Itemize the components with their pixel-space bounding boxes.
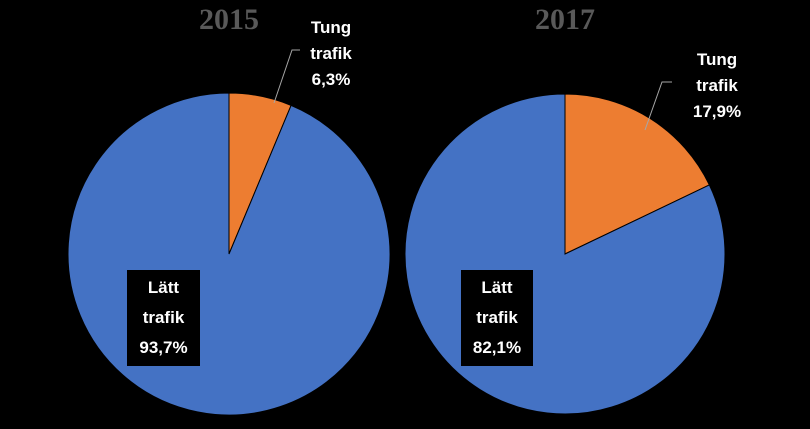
slice-label: Tung trafik 17,9% xyxy=(683,47,751,125)
pie-slice xyxy=(564,93,711,255)
value-label: 6,3% xyxy=(311,70,351,89)
category-label: Lätt trafik xyxy=(142,278,185,327)
slice-label: Lätt trafik 82,1% xyxy=(461,270,533,366)
leader-line xyxy=(644,81,672,131)
value-label: 82,1% xyxy=(472,338,522,357)
value-label: 17,9% xyxy=(692,102,742,121)
category-label: Tung trafik xyxy=(696,50,738,95)
chart-title: 2015 xyxy=(199,3,259,36)
slice-label: Lätt trafik 93,7% xyxy=(127,270,200,366)
slice-label: Tung trafik 6,3% xyxy=(300,15,362,93)
category-label: Lätt trafik xyxy=(476,278,518,327)
chart-title: 2017 xyxy=(535,3,595,36)
pie-slice xyxy=(67,92,391,416)
value-label: 93,7% xyxy=(139,338,188,357)
leader-line xyxy=(273,49,300,104)
category-label: Tung trafik xyxy=(310,18,352,63)
